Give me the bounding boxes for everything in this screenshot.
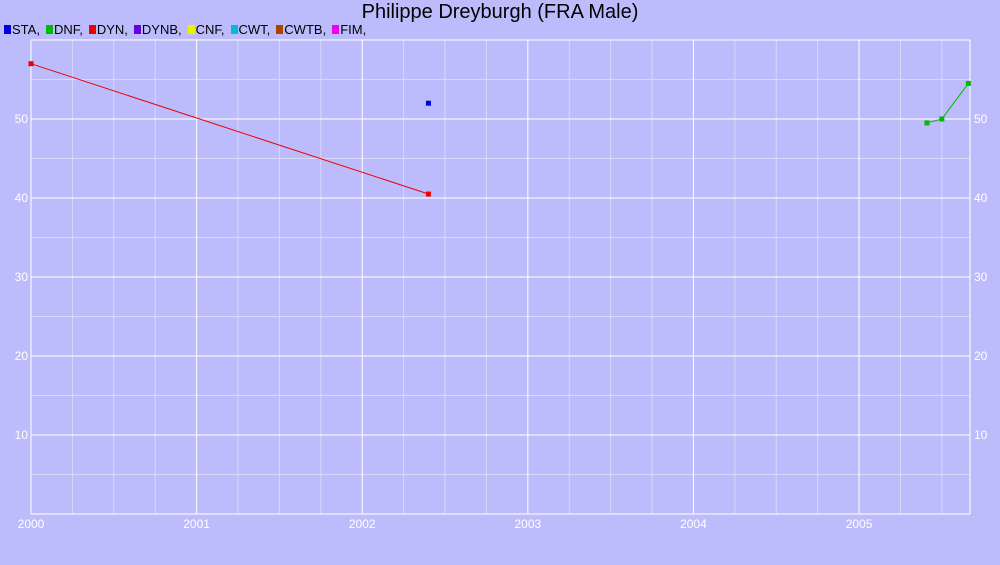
legend-item-dyn: DYN, bbox=[88, 21, 128, 37]
x-tick-label: 2002 bbox=[349, 517, 376, 531]
y-tick-label-right: 10 bbox=[974, 428, 988, 442]
y-tick-label-left: 20 bbox=[15, 349, 29, 363]
legend-swatch bbox=[88, 24, 96, 34]
data-point-sta bbox=[425, 100, 431, 106]
legend-item-sta: STA, bbox=[4, 22, 40, 37]
legend-swatch bbox=[45, 24, 53, 34]
data-point-dnf bbox=[939, 116, 945, 122]
y-tick-label-right: 20 bbox=[974, 349, 988, 363]
legend-swatch bbox=[4, 24, 11, 34]
series-line-dyn bbox=[30, 63, 429, 195]
legend-swatch bbox=[332, 24, 340, 34]
x-tick-label: 2003 bbox=[514, 517, 541, 531]
y-tick-label-right: 50 bbox=[974, 112, 988, 126]
legend-label: DNF, bbox=[53, 21, 83, 37]
x-tick-label: 2000 bbox=[18, 517, 45, 531]
chart-legend: STA, DNF, DYN, DYNB, CNF, CWT, CWTB, FIM, bbox=[4, 21, 372, 37]
data-point-dyn bbox=[425, 191, 431, 197]
data-point-dyn bbox=[28, 61, 34, 67]
y-tick-label-right: 30 bbox=[974, 270, 988, 284]
chart-title: Philippe Dreyburgh (FRA Male) bbox=[361, 1, 639, 23]
legend-label: FIM, bbox=[340, 21, 367, 37]
legend-swatch bbox=[133, 24, 141, 34]
legend-swatch bbox=[187, 24, 195, 34]
legend-item-cwt: CWT, bbox=[230, 21, 271, 37]
y-tick-label-left: 40 bbox=[15, 191, 29, 205]
legend-label: DYNB, bbox=[141, 21, 182, 37]
legend-item-dynb: DYNB, bbox=[133, 21, 182, 37]
data-point-dnf bbox=[924, 120, 930, 126]
legend-item-cnf: CNF, bbox=[187, 21, 225, 37]
y-tick-label-left: 30 bbox=[15, 270, 29, 284]
x-tick-label: 2001 bbox=[183, 517, 210, 531]
y-tick-label-right: 40 bbox=[974, 191, 988, 205]
legend-label: CWT, bbox=[238, 21, 271, 37]
legend-item-cwtb: CWTB, bbox=[276, 22, 326, 37]
x-tick-label: 2005 bbox=[846, 517, 873, 531]
legend-label: STA, bbox=[12, 21, 40, 37]
legend-item-fim: FIM, bbox=[332, 22, 366, 37]
legend-label: CWTB, bbox=[284, 21, 327, 37]
legend-label: DYN, bbox=[96, 21, 128, 37]
y-tick-label-left: 10 bbox=[15, 428, 29, 442]
legend-item-dnf: DNF, bbox=[45, 21, 83, 37]
y-tick-label-left: 50 bbox=[15, 112, 29, 126]
legend-label: CNF, bbox=[195, 21, 225, 37]
legend-swatch bbox=[276, 24, 284, 34]
x-tick-label: 2004 bbox=[680, 517, 707, 531]
data-point-dnf bbox=[965, 80, 971, 86]
legend-swatch bbox=[230, 24, 238, 34]
